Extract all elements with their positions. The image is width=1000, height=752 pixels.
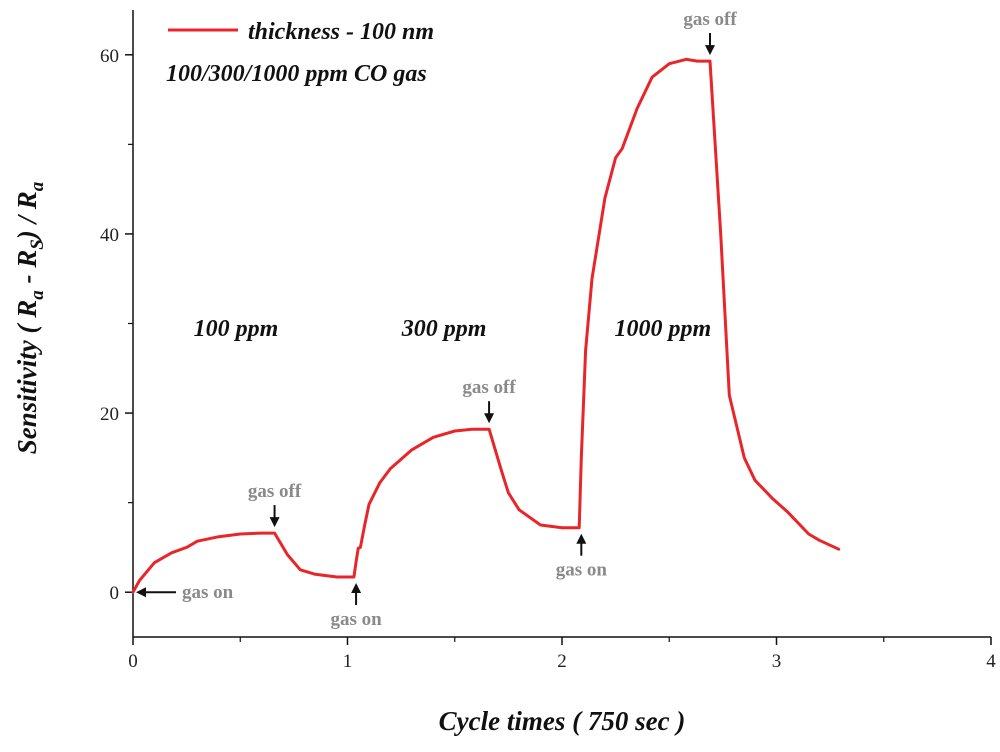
concentration-label: 100 ppm	[194, 316, 279, 342]
concentration-label: 1000 ppm	[614, 316, 711, 342]
arrow-head	[576, 533, 587, 544]
legend-entry-series: thickness - 100 nm	[248, 19, 434, 45]
x-tick-label: 0	[128, 651, 138, 672]
legend: thickness - 100 nm 100/300/1000 ppm CO g…	[166, 19, 434, 87]
arrow-head	[269, 517, 280, 528]
arrow-head	[351, 583, 362, 593]
x-tick-label: 1	[343, 651, 353, 672]
gas-off-label: gas off	[248, 481, 302, 502]
legend-entry-subtitle: 100/300/1000 ppm CO gas	[166, 61, 427, 87]
y-axis-title-rest: ) / R	[12, 191, 42, 242]
y-axis-title-sub-a: a	[27, 290, 48, 300]
y-tick-label: 40	[100, 225, 119, 246]
y-tick-label: 20	[100, 404, 119, 425]
series-line-thickness-100nm	[131, 57, 841, 594]
arrow-head	[484, 413, 495, 424]
gas-on-label: gas on	[556, 560, 608, 581]
arrow-head	[136, 587, 146, 598]
y-tick-label: 60	[100, 46, 119, 67]
arrow-head	[705, 45, 715, 56]
y-tick-label: 0	[110, 583, 120, 604]
gas-on-label: gas on	[330, 609, 382, 630]
gas-on-label: gas on	[182, 582, 234, 603]
y-axis-title-sub-s: S	[27, 239, 48, 250]
y-axis-title-sub-a2: a	[27, 181, 48, 191]
y-axis-title-prefix: Sensitivity ( R	[12, 300, 42, 455]
y-axis-title: Sensitivity ( Ra - RS) / Ra	[12, 181, 48, 454]
x-tick-label: 4	[986, 651, 996, 672]
y-axis-title-mid: - R	[12, 250, 42, 291]
gas-off-label: gas off	[462, 377, 516, 398]
concentration-label: 300 ppm	[401, 316, 487, 342]
gas-off-label: gas off	[683, 9, 737, 30]
x-tick-label: 2	[557, 651, 567, 672]
x-axis-title: Cycle times ( 750 sec )	[439, 706, 686, 736]
series-layer	[131, 57, 841, 594]
annotation-layer: 100 ppm 300 ppm 1000 ppm gas on gas off gas o…	[136, 9, 737, 630]
x-tick-label: 3	[772, 651, 782, 672]
